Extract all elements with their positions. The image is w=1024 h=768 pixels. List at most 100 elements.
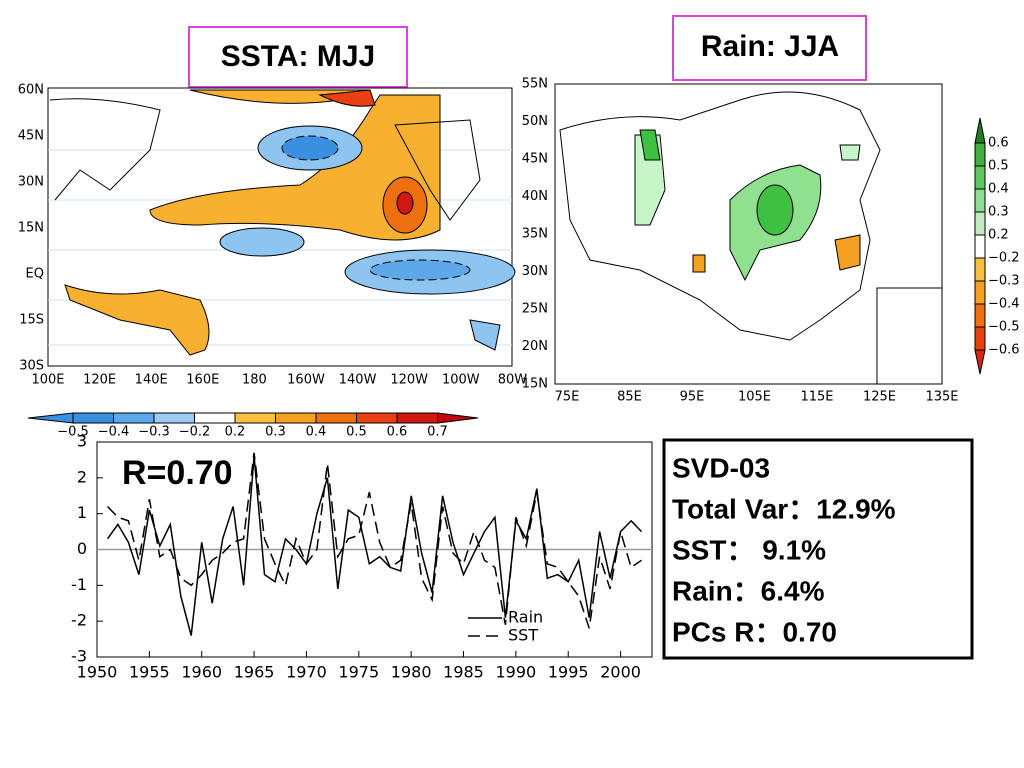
title-box <box>188 26 408 88</box>
lat-label: 30N <box>18 175 44 190</box>
rain-map <box>554 83 943 385</box>
lon-label: 180 <box>242 373 267 388</box>
series-line <box>106 452 642 629</box>
title-box <box>672 15 867 81</box>
y-tick-label: -2 <box>71 611 87 630</box>
x-tick-label: 1980 <box>391 663 432 682</box>
lat-label: 60N <box>18 83 44 98</box>
colorbar-label: −0.4 <box>98 425 130 440</box>
colorbar-label: −0.4 <box>988 297 1020 312</box>
lat-label: 40N <box>522 189 548 204</box>
lon-label: 160E <box>186 373 219 388</box>
x-tick-label: 1970 <box>286 663 327 682</box>
x-tick-label: 1950 <box>77 663 118 682</box>
lon-label: 115E <box>800 390 833 405</box>
colorbar-label: 0.4 <box>988 182 1009 197</box>
colorbar-cell <box>974 280 986 305</box>
colorbar-cell <box>974 257 986 282</box>
colorbar-cell <box>234 412 276 424</box>
y-tick-label: -3 <box>71 647 87 666</box>
colorbar-cell <box>396 412 438 424</box>
legend-label: SST <box>508 626 538 645</box>
colorbar-cell <box>974 234 986 259</box>
lon-label: 80W <box>498 373 528 388</box>
colorbar-label: −0.3 <box>988 274 1020 289</box>
lat-label: 15S <box>19 313 44 328</box>
colorbar-arrow <box>974 349 986 375</box>
y-tick-label: -1 <box>71 575 87 594</box>
colorbar-cell <box>974 165 986 190</box>
sst-map <box>47 87 516 367</box>
colorbar-cell <box>974 303 986 328</box>
lon-label: 160W <box>287 373 325 388</box>
colorbar-label: −0.6 <box>988 343 1020 358</box>
x-tick-label: 1985 <box>443 663 484 682</box>
summary-line: Rain：6.4% <box>672 575 825 606</box>
colorbar-label: 0.5 <box>346 425 367 440</box>
lat-label: 20N <box>522 339 548 354</box>
colorbar-label: 0.6 <box>387 425 408 440</box>
lat-label: 45N <box>522 152 548 167</box>
colorbar-cell <box>275 412 317 424</box>
lon-label: 100W <box>442 373 480 388</box>
colorbar-label: 0.6 <box>988 136 1009 151</box>
lon-label: 140E <box>135 373 168 388</box>
summary-line: SST： 9.1% <box>672 534 826 565</box>
colorbar-label: −0.2 <box>988 251 1020 266</box>
colorbar-label: 0.3 <box>265 425 286 440</box>
colorbar-cell <box>72 412 114 424</box>
colorbar-label: 0.2 <box>225 425 246 440</box>
colorbar-cell <box>113 412 155 424</box>
lon-label: 85E <box>617 390 642 405</box>
map-title: SSTA: MJJ <box>221 40 375 73</box>
colorbar-cell <box>356 412 398 424</box>
colorbar-label: 0.4 <box>306 425 327 440</box>
colorbar-label: −0.5 <box>988 320 1020 335</box>
legend-label: Rain <box>508 608 543 627</box>
lon-label: 120E <box>83 373 116 388</box>
lat-label: 15N <box>18 221 44 236</box>
colorbar-label: −0.2 <box>179 425 211 440</box>
lat-label: 55N <box>522 77 548 92</box>
lon-label: 135E <box>925 390 958 405</box>
lat-label: EQ <box>26 267 44 282</box>
x-tick-label: 1995 <box>548 663 589 682</box>
y-tick-label: 3 <box>77 432 87 451</box>
x-tick-label: 1955 <box>129 663 170 682</box>
summary-box <box>662 438 974 660</box>
summary-line: Total Var：12.9% <box>672 493 896 524</box>
colorbar-label: 0.5 <box>988 159 1009 174</box>
lon-label: 95E <box>680 390 705 405</box>
x-tick-label: 2000 <box>600 663 641 682</box>
lat-label: 30S <box>19 359 44 374</box>
x-tick-label: 1990 <box>496 663 537 682</box>
lon-label: 140W <box>339 373 377 388</box>
colorbar-label: 0.7 <box>427 425 448 440</box>
lon-label: 120W <box>390 373 428 388</box>
lat-label: 45N <box>18 129 44 144</box>
y-tick-label: 2 <box>77 467 87 486</box>
colorbar-label: 0.2 <box>988 228 1009 243</box>
map-title: Rain: JJA <box>701 30 839 63</box>
lat-label: 50N <box>522 114 548 129</box>
colorbar-cell <box>974 211 986 236</box>
colorbar-cell <box>974 326 986 351</box>
colorbar-cell <box>974 142 986 167</box>
colorbar-arrow <box>27 412 74 424</box>
x-tick-label: 1960 <box>181 663 222 682</box>
lat-label: 35N <box>522 227 548 242</box>
summary-line: PCs R：0.70 <box>672 616 837 647</box>
y-tick-label: 1 <box>77 503 87 522</box>
colorbar-cell <box>194 412 236 424</box>
colorbar-cell <box>153 412 195 424</box>
y-tick-label: 0 <box>77 539 87 558</box>
lon-label: 75E <box>555 390 580 405</box>
colorbar-label: 0.3 <box>988 205 1009 220</box>
lat-label: 15N <box>522 377 548 392</box>
series-line <box>106 456 643 636</box>
colorbar-arrow <box>437 412 479 424</box>
colorbar-cell <box>315 412 357 424</box>
lon-label: 100E <box>31 373 64 388</box>
summary-line: SVD-03 <box>672 452 770 483</box>
